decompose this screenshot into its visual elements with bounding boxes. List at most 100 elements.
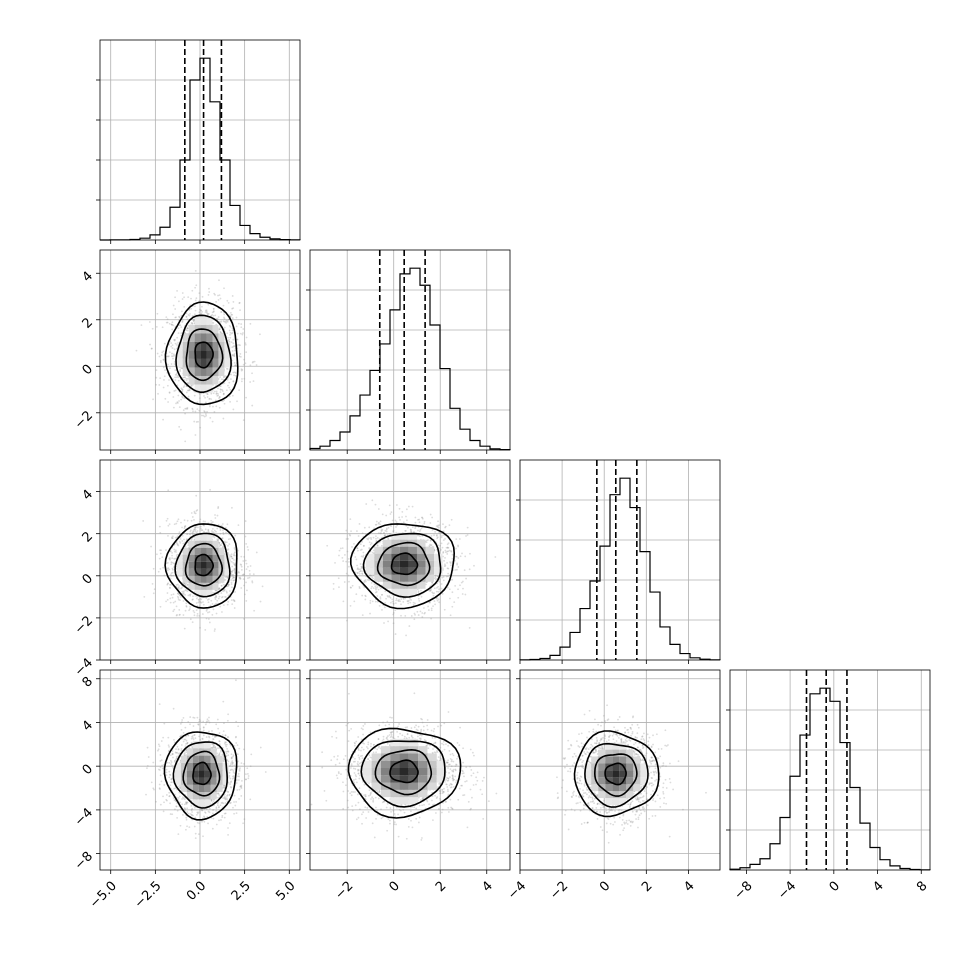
scatter-point: [165, 519, 168, 522]
scatter-point: [436, 596, 439, 599]
scatter-point: [215, 530, 217, 533]
scatter-point: [369, 612, 371, 615]
scatter-point: [185, 582, 188, 585]
scatter-point: [357, 535, 360, 537]
contour-level-1: [185, 328, 224, 382]
scatter-point: [376, 586, 379, 589]
scatter-point: [234, 563, 236, 566]
scatter-point: [380, 532, 383, 535]
scatter-point: [351, 584, 354, 587]
scatter-point: [466, 526, 469, 529]
scatter-point: [158, 384, 161, 386]
scatter-point: [173, 363, 176, 365]
scatter-point: [451, 591, 454, 594]
scatter-point: [364, 594, 367, 597]
scatter-point: [438, 588, 440, 591]
scatter-point: [184, 407, 187, 410]
scatter-point: [234, 554, 236, 557]
scatter-point: [228, 543, 231, 545]
scatter-point: [231, 571, 233, 573]
scatter-point: [232, 573, 235, 576]
scatter-point: [173, 360, 176, 363]
scatter-point: [177, 593, 180, 596]
scatter-point: [261, 585, 264, 588]
scatter-point: [444, 526, 446, 529]
scatter-point: [231, 331, 234, 334]
scatter-point: [210, 522, 213, 525]
scatter-point: [392, 622, 395, 625]
scatter-point: [375, 588, 377, 591]
scatter-point: [366, 537, 369, 540]
scatter-point: [227, 538, 230, 541]
scatter-point: [218, 396, 221, 399]
scatter-point: [185, 379, 188, 382]
scatter-point: [222, 590, 225, 593]
scatter-point: [409, 597, 411, 600]
scatter-point: [232, 576, 235, 578]
scatter-point: [233, 364, 236, 367]
scatter-point: [183, 305, 186, 308]
scatter-point: [234, 534, 237, 537]
scatter-point: [174, 316, 177, 319]
scatter-point: [259, 600, 262, 603]
scatter-point: [361, 566, 364, 569]
scatter-point: [221, 537, 224, 540]
scatter-point: [230, 378, 232, 380]
scatter-point: [174, 549, 177, 552]
scatter-point: [162, 358, 165, 361]
scatter-point: [205, 414, 208, 417]
scatter-point: [436, 575, 439, 578]
scatter-point: [216, 527, 219, 530]
scatter-point: [435, 597, 438, 600]
scatter-point: [375, 537, 377, 540]
scatter-point: [196, 509, 199, 511]
scatter-point: [231, 313, 234, 316]
scatter-point: [468, 626, 471, 629]
scatter-point: [222, 417, 225, 420]
scatter-point: [423, 522, 426, 525]
scatter-point: [379, 523, 381, 526]
scatter-point: [358, 587, 361, 590]
scatter-point: [183, 627, 186, 630]
scatter-point: [371, 499, 374, 502]
scatter-point: [177, 379, 180, 382]
scatter-point: [395, 521, 398, 523]
scatter-point: [457, 557, 460, 559]
scatter-point: [204, 413, 207, 415]
scatter-point: [215, 589, 218, 592]
hist2d-cell: [188, 358, 195, 368]
scatter-point: [449, 561, 451, 563]
scatter-point: [183, 525, 186, 528]
scatter-point: [196, 408, 199, 411]
scatter-point: [372, 587, 375, 589]
scatter-point: [244, 520, 247, 522]
scatter-point: [363, 579, 366, 582]
scatter-point: [198, 292, 201, 295]
scatter-point: [395, 599, 398, 602]
scatter-point: [227, 544, 229, 547]
scatter-point: [442, 523, 444, 526]
scatter-point: [339, 547, 342, 550]
hist2d-cell: [176, 561, 183, 569]
hist2d-cell: [194, 575, 201, 583]
scatter-point: [454, 569, 457, 571]
scatter-point: [359, 543, 362, 546]
scatter-point: [389, 513, 392, 515]
scatter-point: [181, 388, 183, 391]
scatter-point: [238, 344, 240, 346]
hist2d-cell: [212, 324, 219, 334]
scatter-point: [196, 612, 199, 615]
scatter-point: [369, 536, 372, 539]
scatter-point: [194, 526, 197, 528]
scatter-point: [214, 399, 217, 402]
scatter-point: [219, 331, 222, 334]
scatter-point: [165, 549, 167, 551]
scatter-point: [220, 378, 223, 381]
scatter-point: [185, 385, 188, 388]
scatter-point: [227, 552, 229, 554]
scatter-point: [192, 410, 194, 413]
scatter-point: [184, 525, 187, 527]
scatter-point: [214, 517, 217, 519]
scatter-point: [162, 386, 165, 389]
contour-level-3: [164, 301, 239, 406]
